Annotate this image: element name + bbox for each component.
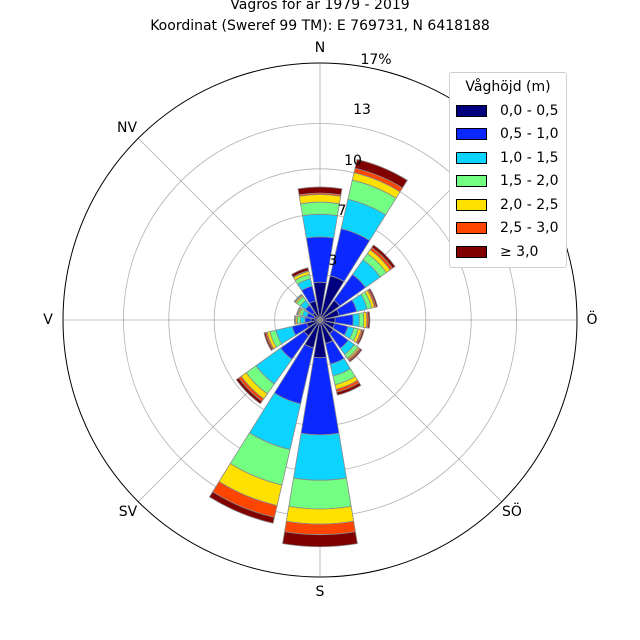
legend-label: 0,5 - 1,0 xyxy=(500,126,559,143)
bar-segment xyxy=(208,491,275,524)
legend: Våghöjd (m) 0,0 - 0,5 0,5 - 1,0 1,0 - 1,5 1… xyxy=(449,72,567,268)
legend-label: 2,0 - 2,5 xyxy=(500,196,559,213)
legend-label: ≥ 3,0 xyxy=(500,243,539,260)
bar-segment xyxy=(285,505,355,525)
legend-label: 2,5 - 3,0 xyxy=(500,220,559,237)
radial-tick-label: 17% xyxy=(360,52,391,68)
legend-label: 1,5 - 2,0 xyxy=(500,173,559,190)
radial-tick-label: 13 xyxy=(353,102,371,118)
bar-segment xyxy=(356,329,365,345)
bar-segment xyxy=(293,293,303,303)
legend-label: 1,0 - 1,5 xyxy=(500,149,559,166)
bar-segment xyxy=(302,213,338,239)
outer-circle xyxy=(62,62,578,578)
chart-subtitle: Koordinat (Sweref 99 TM): E 769731, N 64… xyxy=(150,18,490,34)
bar-segment xyxy=(336,382,362,396)
direction-label: SV xyxy=(119,504,138,520)
bar-segment xyxy=(352,313,360,327)
bar-segment xyxy=(299,316,306,324)
bar-segment xyxy=(367,311,371,329)
legend-label: 0,0 - 0,5 xyxy=(500,102,559,119)
legend-item: ≥ 3,0 xyxy=(450,240,566,264)
legend-item: 0,5 - 1,0 xyxy=(450,123,566,147)
legend-item: 1,0 - 1,5 xyxy=(450,146,566,170)
radial-tick-label: 10 xyxy=(344,153,362,169)
legend-swatch xyxy=(456,198,487,211)
bar-segment xyxy=(300,201,340,217)
bar-segment xyxy=(293,432,347,481)
direction-label: SÖ xyxy=(502,502,522,520)
legend-swatch xyxy=(456,128,487,141)
legend-title: Våghöjd (m) xyxy=(465,79,551,95)
radial-tick-label: 3 xyxy=(329,253,338,269)
legend-item: 0,0 - 0,5 xyxy=(450,99,566,123)
legend-swatch xyxy=(456,175,487,188)
bar-segment xyxy=(368,288,378,308)
direction-label: S xyxy=(316,584,325,600)
bar-segment xyxy=(282,531,358,548)
bar-segment xyxy=(291,267,310,278)
bar-segment xyxy=(297,186,343,196)
legend-item: 2,0 - 2,5 xyxy=(450,193,566,217)
bar-segment xyxy=(348,348,363,363)
legend-swatch xyxy=(456,104,487,117)
legend-item: 1,5 - 2,0 xyxy=(450,170,566,194)
bar-segment xyxy=(235,377,263,405)
bar-segment xyxy=(263,332,274,351)
bar-segment xyxy=(354,158,408,189)
legend-item: 2,5 - 3,0 xyxy=(450,217,566,241)
bar-segment xyxy=(288,477,352,510)
direction-label: V xyxy=(43,312,53,328)
legend-swatch xyxy=(456,151,487,164)
bars xyxy=(208,158,408,548)
direction-label: Ö xyxy=(586,310,597,328)
bar-segment xyxy=(358,312,365,328)
radial-tick-label: 7 xyxy=(338,203,347,219)
legend-swatch xyxy=(456,245,487,258)
direction-label: N xyxy=(315,40,325,56)
direction-label: NV xyxy=(117,120,137,136)
bar-segment xyxy=(293,315,296,325)
chart-title: Vågros för år 1979 - 2019 xyxy=(230,0,410,13)
legend-items: 0,0 - 0,5 0,5 - 1,0 1,0 - 1,5 1,5 - 2,0 2,0 … xyxy=(450,99,566,264)
bar-segment xyxy=(295,306,301,316)
bar-segment xyxy=(298,194,342,205)
bar-segment xyxy=(304,317,312,323)
legend-swatch xyxy=(456,222,487,235)
grid-spoke xyxy=(137,137,321,321)
bar-segment xyxy=(371,244,396,269)
